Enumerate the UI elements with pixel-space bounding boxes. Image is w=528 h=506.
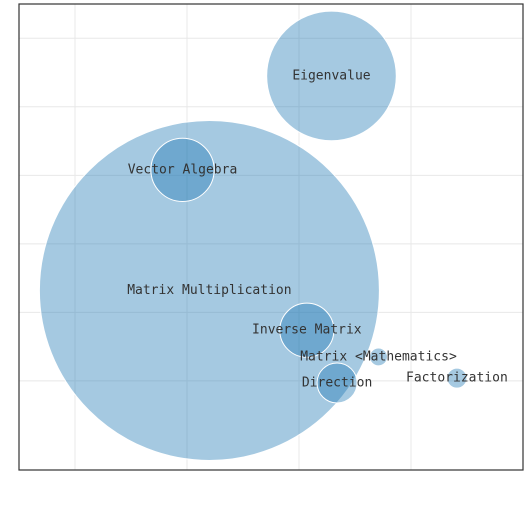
- bubble: [316, 362, 358, 404]
- bubble: [279, 302, 335, 358]
- bubble-label: Matrix Multiplication: [127, 283, 291, 298]
- bubble: [150, 137, 215, 202]
- bubble-label: Inverse Matrix: [252, 323, 362, 338]
- bubble-label: Eigenvalue: [292, 68, 370, 83]
- bubble-label: Vector Algebra: [128, 162, 238, 177]
- plot-area: [19, 4, 523, 470]
- grid: [19, 4, 523, 470]
- bubble: [38, 119, 380, 461]
- bubble-label: Direction: [302, 375, 372, 390]
- bubble-label: Matrix <Mathematics>: [300, 349, 457, 364]
- bubble: [446, 367, 468, 389]
- bubbles: [38, 10, 468, 461]
- plot-frame: [18, 3, 524, 471]
- bubble: [369, 347, 388, 367]
- bubble: [266, 10, 397, 142]
- bubble-label: Factorization: [406, 371, 508, 386]
- labels: Matrix Multiplication Eigenvalue Vector Al…: [127, 68, 508, 390]
